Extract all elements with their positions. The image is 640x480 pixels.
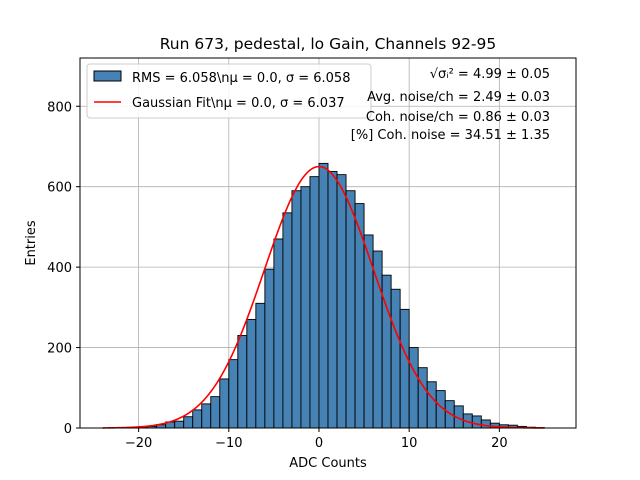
- x-tick-label: −20: [125, 436, 152, 451]
- histogram-bar: [246, 318, 257, 429]
- y-axis-ticks: 0 200 400 600 800: [47, 100, 80, 437]
- histogram-bars: [129, 162, 545, 429]
- histogram-bar: [399, 308, 410, 429]
- x-tick-label: −10: [215, 436, 242, 451]
- histogram-bar: [309, 176, 320, 429]
- y-tick-label: 0: [64, 422, 72, 437]
- histogram-bar: [282, 212, 293, 429]
- histogram-bar: [219, 378, 230, 429]
- x-tick-label: 10: [401, 436, 418, 451]
- legend-box: [86, 63, 372, 119]
- histogram-bar: [192, 409, 203, 429]
- histogram-bar: [327, 170, 338, 429]
- histogram-bar: [255, 302, 266, 429]
- histogram-bar: [345, 190, 356, 429]
- histogram-bar: [228, 359, 239, 429]
- histogram-bar: [426, 381, 437, 429]
- noise-annotations: √σᵢ² = 4.99 ± 0.05 Avg. noise/ch = 2.49 …: [351, 67, 550, 143]
- pct-coh-noise-annotation: [%] Coh. noise = 34.51 ± 1.35: [351, 128, 550, 143]
- histogram-bar: [183, 416, 194, 429]
- histogram-bar: [318, 162, 329, 429]
- x-axis-label: ADC Counts: [289, 456, 367, 471]
- legend-patch: [93, 70, 122, 82]
- legend-label-fit: Gaussian Fit\nμ = 0.0, σ = 6.037: [132, 96, 345, 111]
- histogram-bar: [291, 190, 302, 429]
- histogram-bar: [390, 288, 401, 429]
- histogram-bar: [336, 174, 347, 429]
- histogram-bar: [300, 186, 311, 429]
- total-noise-annotation: √σᵢ² = 4.99 ± 0.05: [430, 67, 550, 82]
- histogram-bar: [210, 396, 221, 429]
- total-noise-symbol: √σᵢ²: [430, 67, 454, 82]
- histogram-bar: [237, 335, 248, 429]
- y-tick-label: 200: [47, 342, 72, 357]
- histogram-bar: [372, 250, 383, 429]
- y-tick-label: 400: [47, 261, 72, 276]
- plot-frame: [79, 57, 577, 429]
- histogram-bar: [201, 403, 212, 429]
- histogram-bar: [273, 238, 284, 429]
- avg-noise-annotation: Avg. noise/ch = 2.49 ± 0.03: [367, 90, 550, 105]
- legend-label-rms: RMS = 6.058\nμ = 0.0, σ = 6.058: [132, 71, 350, 86]
- x-axis-ticks: −20 −10 0 10 20: [125, 428, 508, 451]
- y-tick-label: 600: [47, 181, 72, 196]
- histogram-bar: [264, 268, 275, 429]
- coh-noise-annotation: Coh. noise/ch = 0.86 ± 0.03: [366, 110, 550, 125]
- y-axis-label: Entries: [24, 220, 39, 266]
- y-tick-label: 800: [47, 100, 72, 115]
- gaussian-fit-line: [102, 165, 545, 429]
- histogram-bar: [471, 415, 482, 429]
- chart-title: Run 673, pedestal, lo Gain, Channels 92-…: [160, 35, 497, 53]
- legend: RMS = 6.058\nμ = 0.0, σ = 6.058 Gaussian…: [86, 63, 372, 119]
- histogram-bar: [408, 347, 419, 429]
- total-noise-value: = 4.99 ± 0.05: [454, 67, 550, 82]
- histogram-bar: [174, 420, 185, 429]
- x-tick-label: 0: [315, 436, 323, 451]
- x-tick-label: 20: [491, 436, 508, 451]
- histogram-bar: [417, 367, 428, 429]
